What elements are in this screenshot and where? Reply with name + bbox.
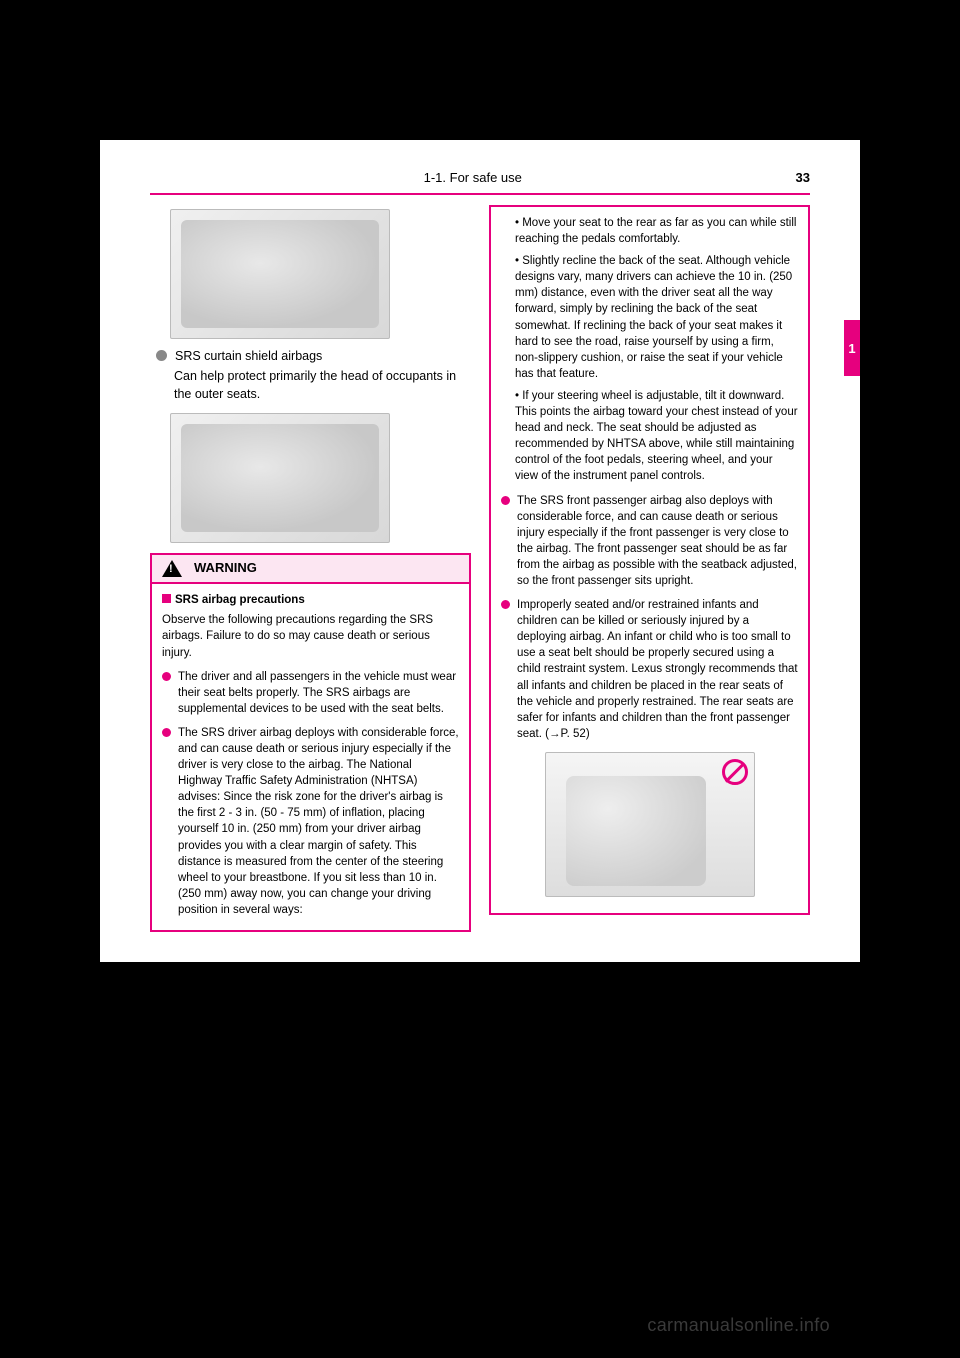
- warning-section-row: SRS airbag precautions: [162, 592, 459, 608]
- improper-seating-illustration: [545, 752, 755, 897]
- warning-sub-2: • Slightly recline the back of the seat.…: [515, 253, 798, 382]
- warning-body-left: SRS airbag precautions Observe the follo…: [152, 584, 469, 930]
- warning-sub-3: • If your steering wheel is adjustable, …: [515, 388, 798, 485]
- bullet-icon: [162, 728, 171, 737]
- warning-bullet-3-text: The SRS front passenger airbag also depl…: [517, 493, 798, 590]
- warning-bullet-3: The SRS front passenger airbag also depl…: [501, 493, 798, 590]
- warning-intro: Observe the following precautions regard…: [162, 612, 459, 660]
- section-tab-number: 1: [848, 341, 855, 356]
- warning-title: WARNING: [194, 559, 257, 578]
- page-header: 1-1. For safe use 33: [100, 140, 860, 193]
- bullet-icon: [156, 350, 167, 361]
- prohibited-icon: [722, 759, 748, 785]
- warning-body-right: • Move your seat to the rear as far as y…: [491, 207, 808, 913]
- curtain-airbag-desc: Can help protect primarily the head of o…: [174, 367, 471, 403]
- curtain-airbag-label: SRS curtain shield airbags: [175, 347, 471, 365]
- bullet-icon: [501, 600, 510, 609]
- left-column: SRS curtain shield airbags Can help prot…: [150, 205, 471, 932]
- warning-bullet-2-text: The SRS driver airbag deploys with consi…: [178, 725, 459, 918]
- warning-bullet-1: The driver and all passengers in the veh…: [162, 669, 459, 717]
- section-tab: 1: [844, 320, 860, 376]
- warning-box-left: WARNING SRS airbag precautions Observe t…: [150, 553, 471, 932]
- right-column: • Move your seat to the rear as far as y…: [489, 205, 810, 932]
- warning-sub-1: • Move your seat to the rear as far as y…: [515, 215, 798, 247]
- content-columns: SRS curtain shield airbags Can help prot…: [100, 195, 860, 962]
- warning-bullet-2: The SRS driver airbag deploys with consi…: [162, 725, 459, 918]
- warning-section-title: SRS airbag precautions: [175, 594, 305, 606]
- side-airbag-illustration: [170, 209, 390, 339]
- warning-icon: [162, 560, 182, 577]
- warning-box-right: • Move your seat to the rear as far as y…: [489, 205, 810, 915]
- warning-bullet-4: Improperly seated and/or restrained infa…: [501, 597, 798, 742]
- curtain-airbag-item: SRS curtain shield airbags: [156, 347, 471, 365]
- square-icon: [162, 594, 171, 603]
- manual-page: 1 1-1. For safe use 33 SRS curtain shiel…: [100, 140, 860, 962]
- breadcrumb: 1-1. For safe use: [424, 170, 522, 185]
- bullet-icon: [162, 672, 171, 681]
- warning-bullet-1-text: The driver and all passengers in the veh…: [178, 669, 459, 717]
- curtain-airbag-illustration: [170, 413, 390, 543]
- page-number: 33: [796, 170, 810, 185]
- watermark: carmanualsonline.info: [647, 1315, 830, 1336]
- warning-header: WARNING: [152, 555, 469, 584]
- bullet-icon: [501, 496, 510, 505]
- warning-bullet-4-text: Improperly seated and/or restrained infa…: [517, 597, 798, 742]
